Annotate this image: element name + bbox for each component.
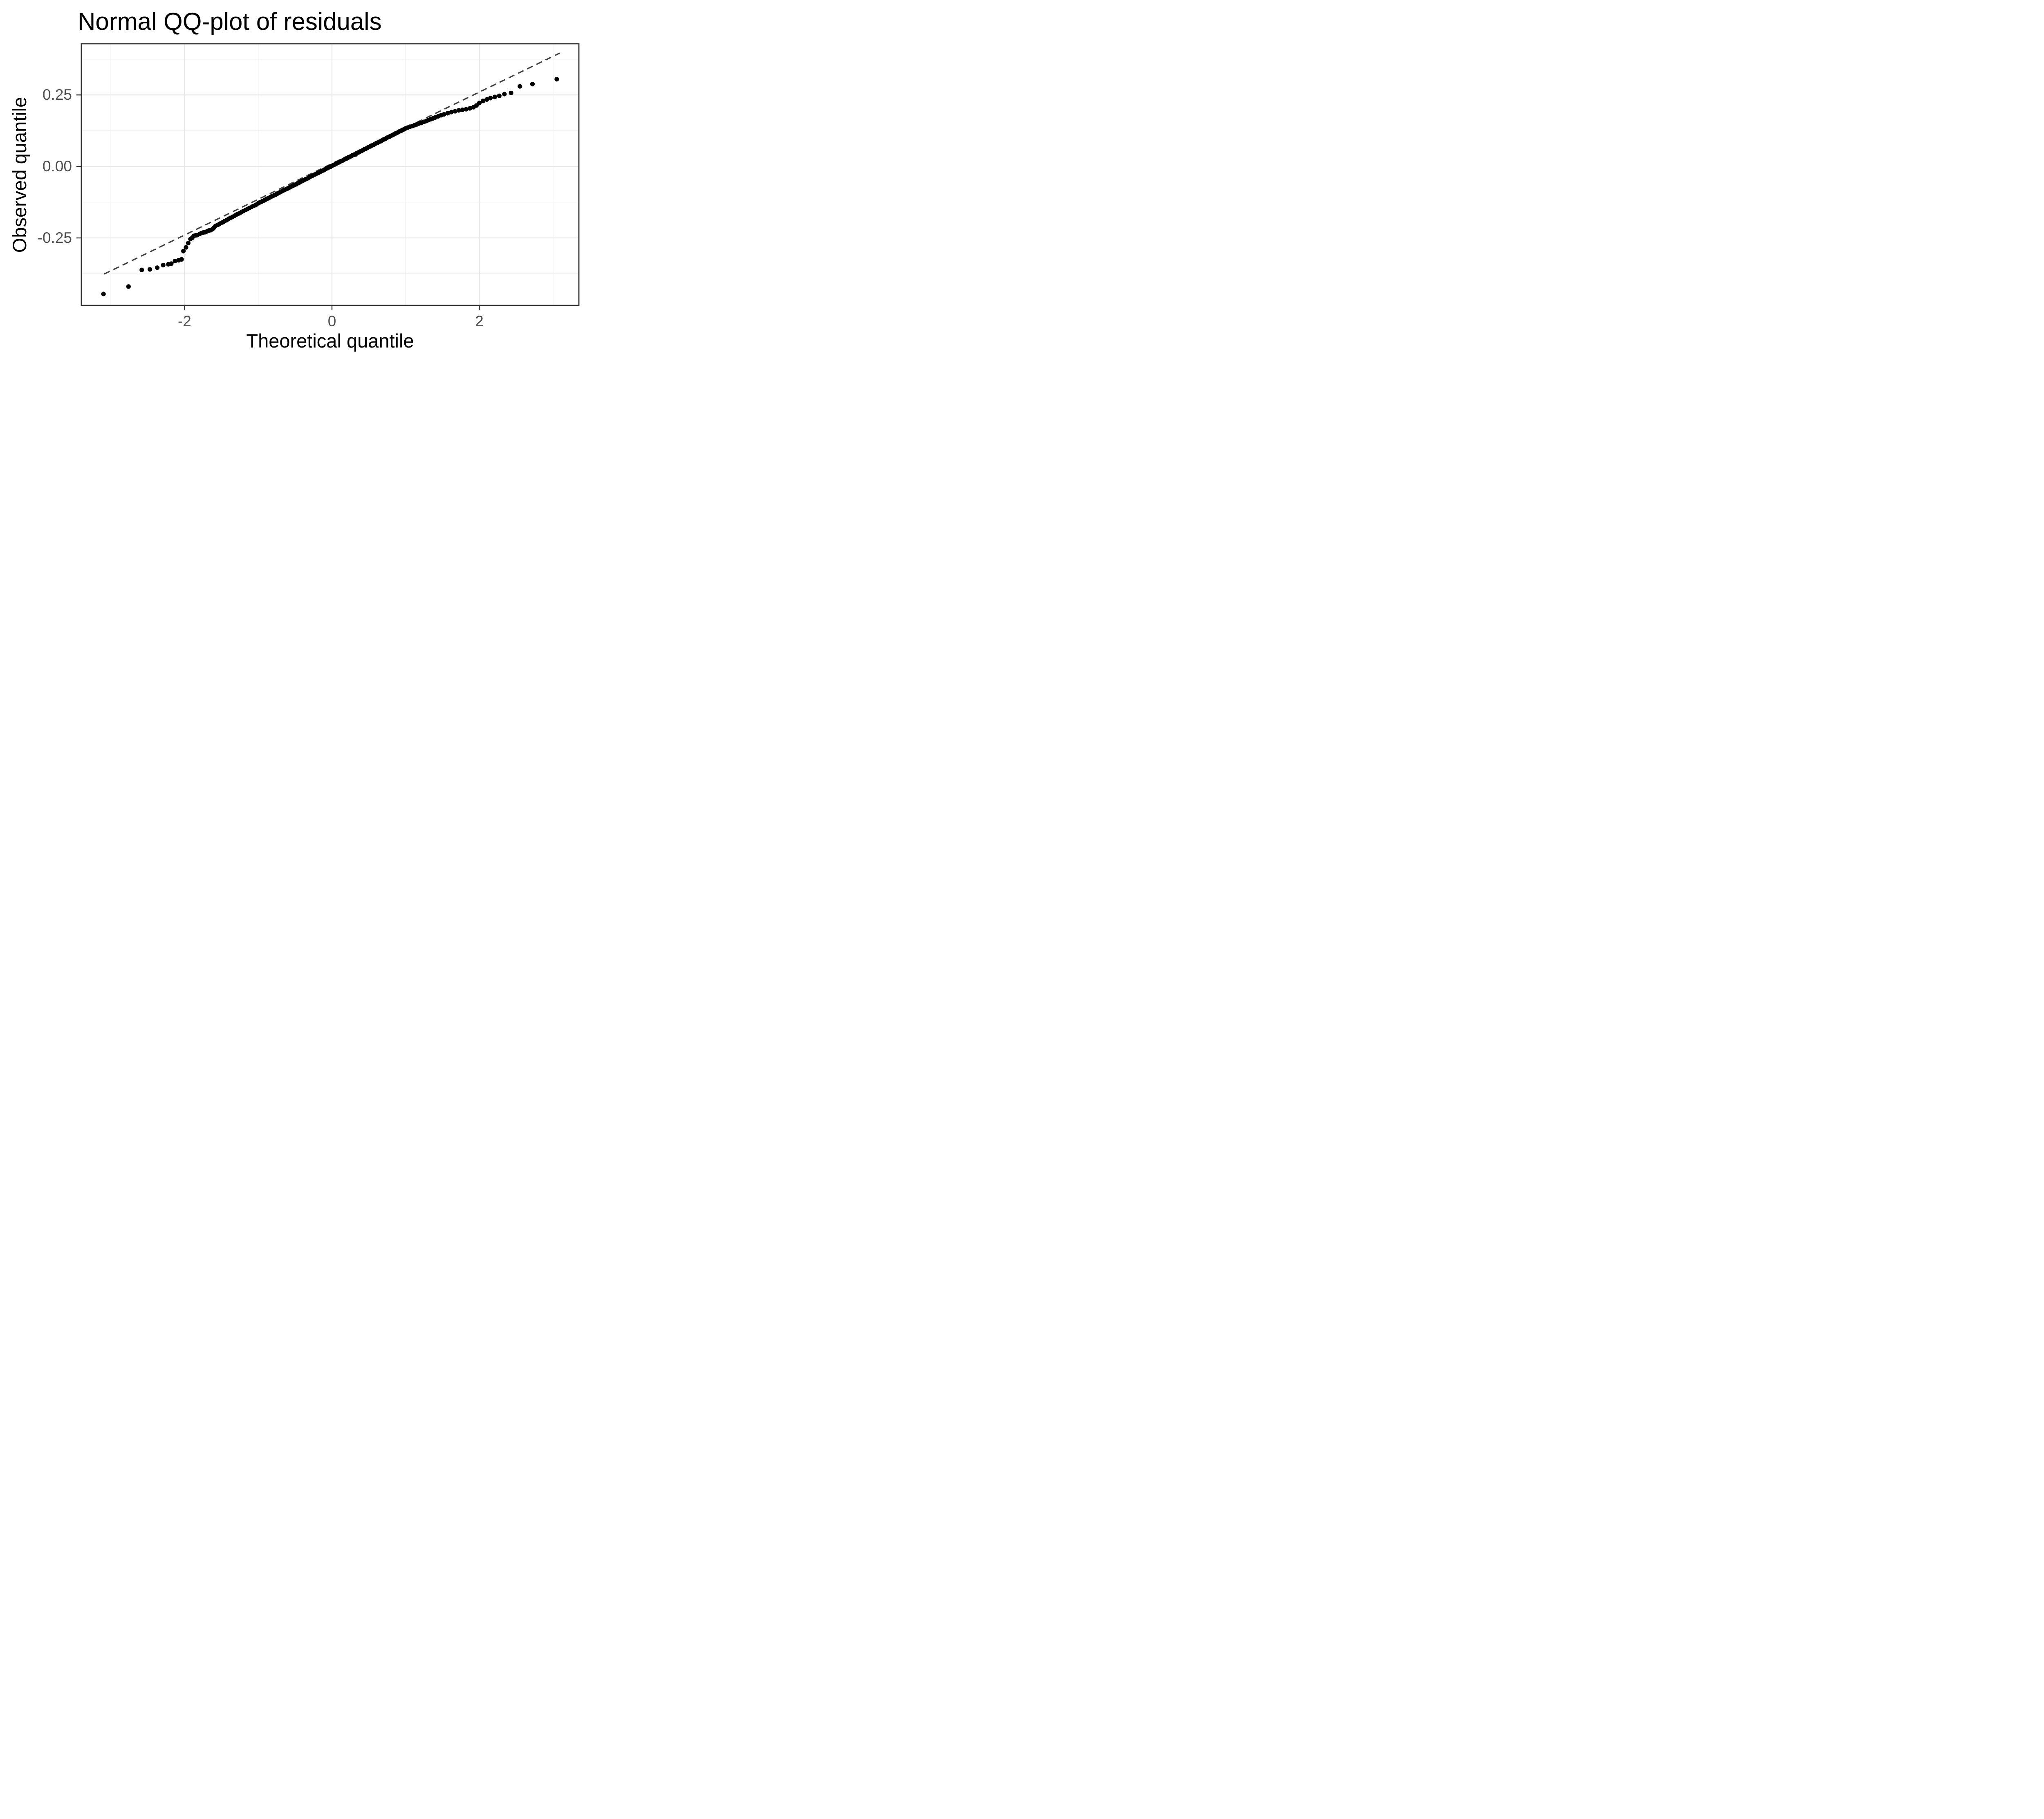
data-point [518,84,522,89]
data-point [442,112,446,117]
data-point [497,93,502,98]
qq-plot-canvas [76,43,580,310]
qq-reference-line [104,52,560,275]
data-point [456,108,461,113]
data-point [173,258,177,264]
data-point [184,245,188,250]
data-point [449,110,454,114]
panel-border [81,43,580,306]
data-point [148,267,152,272]
x-tick-label: 2 [475,313,484,330]
chart-title: Normal QQ-plot of residuals [78,8,382,35]
data-point [481,99,486,103]
data-point [453,109,457,114]
data-point [554,77,559,82]
axis-ticks [76,94,480,310]
data-point [445,111,450,116]
data-point [155,265,160,270]
data-point [101,292,106,296]
x-tick-label: -2 [177,313,191,330]
data-point [492,94,498,99]
data-point [502,92,507,96]
data-point [530,82,535,87]
data-point [464,107,468,112]
data-point [460,107,465,112]
data-point [484,97,489,102]
data-point [474,103,479,108]
qq-plot-figure: Normal QQ-plot of residuals Observed qua… [0,0,589,364]
data-point [126,284,131,289]
data-point [186,240,191,246]
minor-gridlines [81,44,579,305]
data-point [488,96,493,101]
y-tick-label: 0.00 [42,158,72,175]
data-point [179,257,184,262]
x-axis-title: Theoretical quantile [246,330,414,352]
data-point [509,90,513,95]
data-point [181,249,186,253]
y-tick-label: -0.25 [37,229,72,246]
data-point [161,262,166,267]
x-tick-label: 0 [327,313,336,330]
y-tick-label: 0.25 [42,86,72,103]
data-point [467,106,472,111]
data-point [139,267,144,272]
data-points [101,77,559,296]
data-point [477,101,482,105]
data-point [169,261,174,266]
